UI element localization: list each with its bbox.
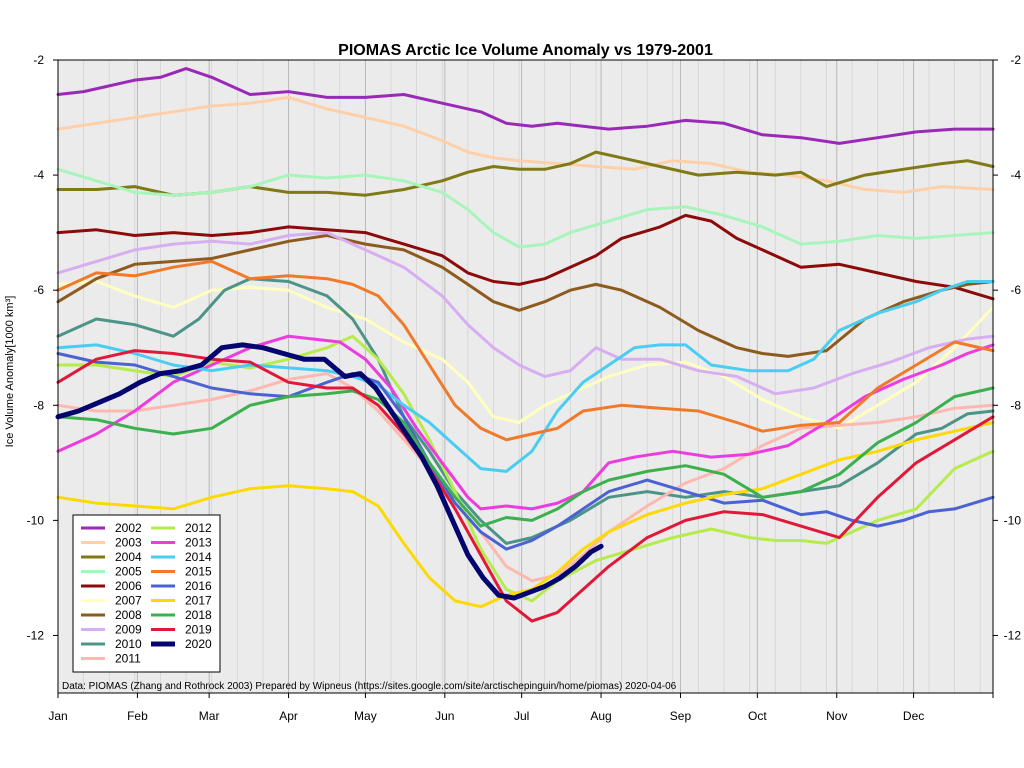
legend-label-2013: 2013	[185, 536, 212, 550]
legend-label-2008: 2008	[115, 608, 142, 622]
legend-label-2016: 2016	[185, 579, 212, 593]
data-credit: Data: PIOMAS (Zhang and Rothrock 2003) P…	[62, 681, 677, 692]
x-tick-label: Sep	[670, 709, 692, 723]
y-tick-label-left: -12	[27, 628, 45, 642]
y-tick-label-left: -4	[33, 168, 44, 182]
legend-label-2005: 2005	[115, 565, 142, 579]
series-line-2019	[56, 349, 995, 623]
legend-label-2009: 2009	[115, 623, 142, 637]
legend-label-2006: 2006	[115, 579, 142, 593]
legend-label-2017: 2017	[185, 594, 212, 608]
y-tick-label-right: -2	[1010, 53, 1021, 67]
legend-label-2007: 2007	[115, 594, 142, 608]
y-tick-label-right: -10	[1004, 513, 1022, 527]
x-tick-label: Apr	[279, 709, 298, 723]
legend-label-2015: 2015	[185, 565, 212, 579]
legend-label-2010: 2010	[115, 637, 142, 651]
x-tick-label: Mar	[199, 709, 220, 723]
series-line-2008	[56, 234, 995, 358]
y-tick-label-right: -12	[1004, 628, 1022, 642]
series-line-2002	[56, 67, 995, 145]
x-tick-label: Aug	[590, 709, 611, 723]
series-line-2005	[56, 167, 995, 249]
series-layer	[55, 67, 995, 623]
series-line-2015	[56, 259, 995, 442]
legend-label-2011: 2011	[115, 652, 141, 666]
x-tick-label: Jul	[514, 709, 529, 723]
legend-label-2018: 2018	[185, 608, 212, 622]
series-line-2009	[56, 231, 995, 396]
x-tick-label: Dec	[903, 709, 924, 723]
series-line-2018	[56, 386, 995, 528]
series-line-2016	[56, 352, 995, 551]
chart-title: PIOMAS Arctic Ice Volume Anomaly vs 1979…	[338, 42, 713, 59]
y-axis-label: Ice Volume Anomaly[1000 km³]	[4, 296, 16, 448]
series-line-2003	[56, 95, 995, 194]
x-tick-label: Jan	[48, 709, 67, 723]
series-line-2020	[55, 342, 604, 601]
y-tick-label-left: -8	[33, 398, 44, 412]
legend-label-2003: 2003	[115, 536, 142, 550]
series-line-2010	[56, 277, 995, 545]
x-tick-label: Jun	[435, 709, 454, 723]
x-tick-label: May	[354, 709, 377, 723]
legend: 2002200320042005200620072008200920102011…	[72, 514, 221, 673]
plot-frame	[57, 59, 994, 694]
y-tick-label-right: -8	[1010, 398, 1021, 412]
legend-label-2020: 2020	[185, 637, 212, 651]
legend-label-2014: 2014	[185, 550, 212, 564]
y-tick-label-right: -6	[1010, 283, 1021, 297]
x-tick-label: Oct	[748, 709, 767, 723]
legend-label-2002: 2002	[115, 521, 142, 535]
y-tick-label-left: -6	[33, 283, 44, 297]
legend-label-2019: 2019	[185, 623, 212, 637]
axis-layer: -2 -2 -4 -4 -6 -6 -8 -8 -10 -10 -12 -12 Jan Feb Mar Apr…	[27, 53, 1022, 723]
legend-label-2012: 2012	[185, 521, 212, 535]
y-tick-label-right: -4	[1010, 168, 1021, 182]
legend-label-2004: 2004	[115, 550, 142, 564]
series-line-2006	[56, 213, 995, 301]
series-line-2011	[56, 372, 995, 583]
x-tick-label: Feb	[127, 709, 148, 723]
y-tick-label-left: -2	[33, 53, 44, 67]
x-tick-label: Nov	[826, 709, 847, 723]
y-tick-label-left: -10	[27, 513, 45, 527]
